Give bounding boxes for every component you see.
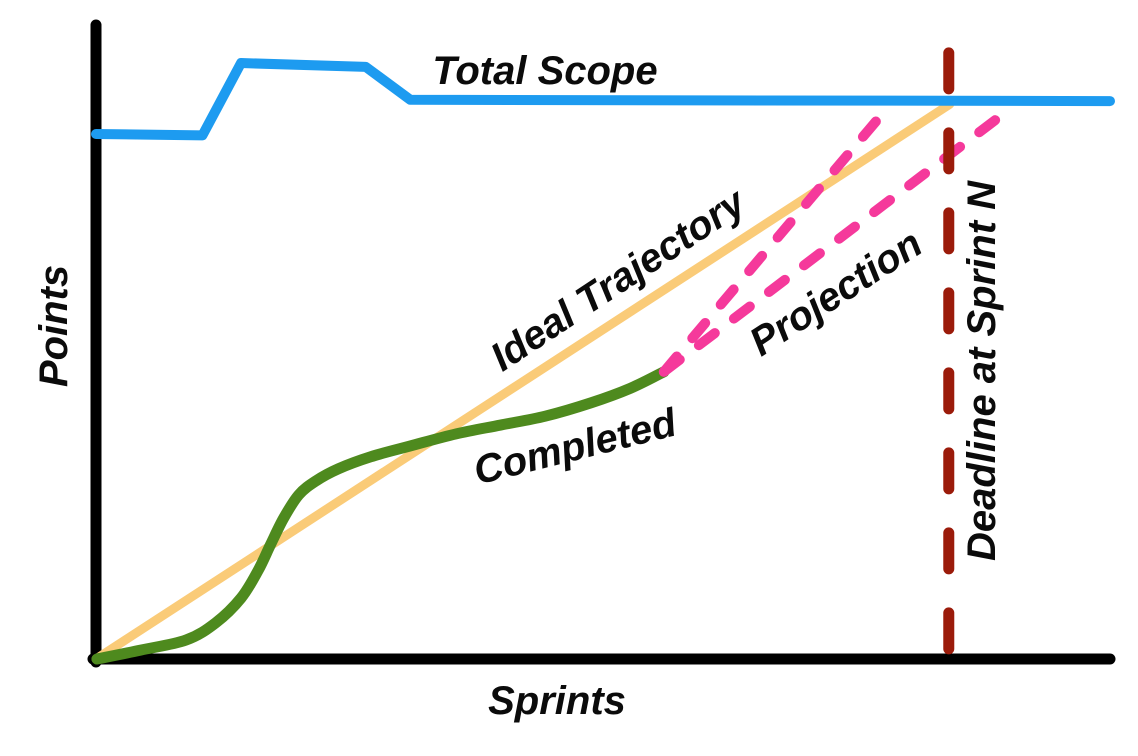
series-completed-line <box>91 366 670 665</box>
deadline-label: Deadline at Sprint N <box>960 180 1004 561</box>
series-total-scope-line <box>91 58 1115 141</box>
series-projection-upper-line <box>658 99 895 377</box>
completed-label: Completed <box>469 400 682 493</box>
points-label: Points <box>32 265 76 387</box>
ideal-trajectory-label: Ideal Trajectory <box>483 179 755 379</box>
total-scope-label: Total Scope <box>432 49 657 93</box>
sprints-label: Sprints <box>488 679 626 723</box>
